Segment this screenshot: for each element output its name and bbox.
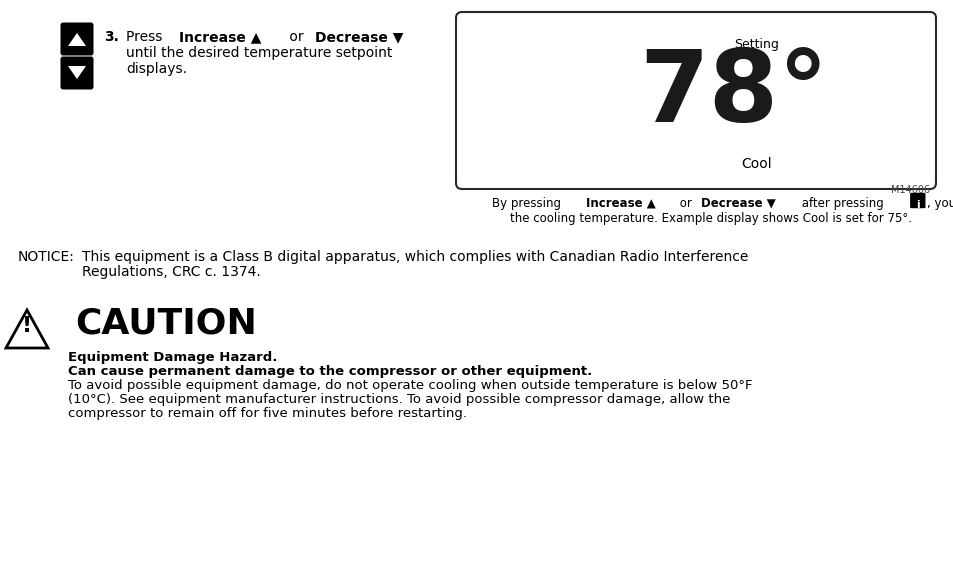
- Text: Decrease ▼: Decrease ▼: [314, 30, 402, 44]
- FancyBboxPatch shape: [909, 193, 924, 208]
- Text: or: or: [285, 30, 308, 44]
- Polygon shape: [68, 33, 86, 46]
- Text: until the desired temperature setpoint: until the desired temperature setpoint: [126, 46, 392, 60]
- Polygon shape: [68, 66, 86, 79]
- Text: Setting: Setting: [734, 38, 779, 51]
- Text: To avoid possible equipment damage, do not operate cooling when outside temperat: To avoid possible equipment damage, do n…: [68, 379, 752, 392]
- Text: Regulations, CRC c. 1374.: Regulations, CRC c. 1374.: [82, 265, 260, 279]
- Text: the cooling temperature. Example display shows Cool is set for 75°.: the cooling temperature. Example display…: [510, 212, 911, 225]
- Text: after pressing: after pressing: [797, 197, 882, 210]
- FancyBboxPatch shape: [456, 12, 935, 189]
- FancyBboxPatch shape: [60, 23, 93, 55]
- Text: compressor to remain off for five minutes before restarting.: compressor to remain off for five minute…: [68, 407, 467, 420]
- Text: 3.: 3.: [104, 30, 119, 44]
- Text: displays.: displays.: [126, 62, 187, 76]
- Text: or: or: [675, 197, 695, 210]
- Text: M14606: M14606: [890, 185, 929, 195]
- Polygon shape: [6, 310, 48, 348]
- Text: Increase ▲: Increase ▲: [585, 197, 655, 210]
- Text: NOTICE:: NOTICE:: [18, 250, 74, 264]
- Text: By pressing: By pressing: [492, 197, 564, 210]
- Text: CAUTION: CAUTION: [75, 307, 256, 341]
- Text: (10°C). See equipment manufacturer instructions. To avoid possible compressor da: (10°C). See equipment manufacturer instr…: [68, 393, 730, 406]
- Text: Decrease ▼: Decrease ▼: [700, 197, 775, 210]
- FancyBboxPatch shape: [60, 57, 93, 89]
- Text: Equipment Damage Hazard.: Equipment Damage Hazard.: [68, 351, 277, 364]
- Text: 78°: 78°: [639, 46, 827, 143]
- Text: , you select: , you select: [926, 197, 953, 210]
- Text: Can cause permanent damage to the compressor or other equipment.: Can cause permanent damage to the compre…: [68, 365, 592, 378]
- Text: Increase ▲: Increase ▲: [178, 30, 261, 44]
- Text: Cool: Cool: [740, 157, 771, 171]
- Text: i: i: [915, 200, 919, 210]
- Text: This equipment is a Class B digital apparatus, which complies with Canadian Radi: This equipment is a Class B digital appa…: [82, 250, 747, 264]
- Text: !: !: [22, 316, 32, 336]
- Text: Press: Press: [126, 30, 167, 44]
